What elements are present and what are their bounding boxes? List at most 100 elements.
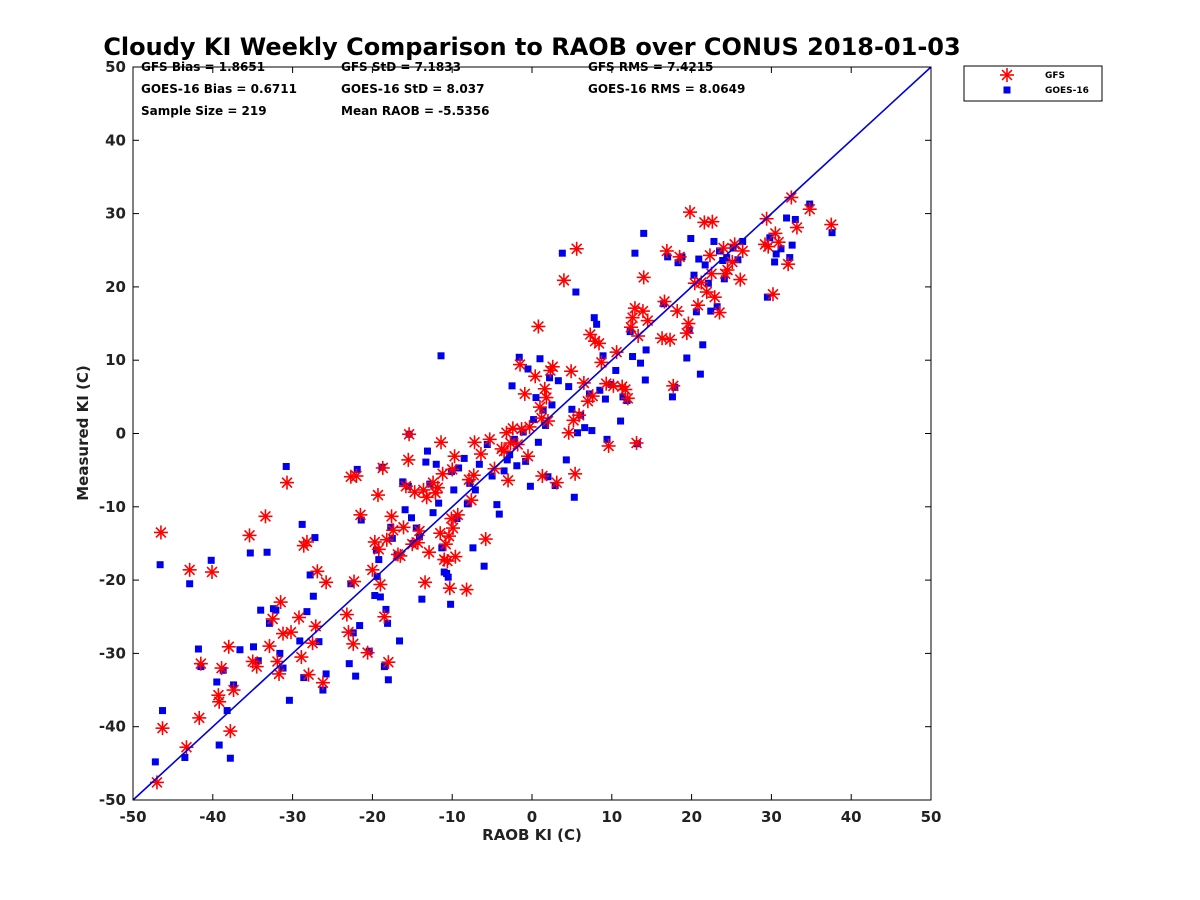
goes-16-point	[315, 638, 323, 646]
goes-16-point	[713, 303, 721, 311]
gfs-point	[221, 639, 236, 654]
gfs-point	[535, 469, 550, 484]
goes-16-point	[546, 374, 554, 382]
x-tick-label: -40	[199, 808, 226, 826]
gfs-point	[401, 452, 416, 467]
gfs-point	[505, 421, 520, 436]
goes-16-point	[593, 320, 601, 328]
goes-16-point	[554, 377, 562, 385]
scatter-points	[149, 190, 839, 790]
gfs-point	[467, 435, 482, 450]
goes-16-point	[296, 637, 304, 645]
gfs-point	[407, 485, 422, 500]
x-tick-label: 40	[841, 808, 862, 826]
gfs-point	[781, 257, 796, 272]
x-tick-label: 20	[681, 808, 702, 826]
goes-16-point	[319, 686, 327, 694]
goes-16-point	[710, 237, 718, 245]
goes-16-point	[548, 401, 556, 409]
gfs-point	[765, 287, 780, 302]
gfs-point	[182, 562, 197, 577]
gfs-point	[784, 190, 799, 205]
goes-16-point	[519, 428, 527, 436]
y-tick-label: -30	[99, 644, 126, 662]
gfs-point	[379, 532, 394, 547]
goes-16-point	[263, 548, 271, 556]
goes-16-point	[590, 314, 598, 322]
goes-16-point	[300, 674, 308, 682]
goes-16-point	[236, 646, 244, 654]
gfs-point	[291, 610, 306, 625]
gfs-point	[735, 243, 750, 258]
gfs-point	[294, 650, 309, 665]
gfs-point	[448, 549, 463, 564]
gfs-point	[242, 528, 257, 543]
goes-16-point	[530, 416, 538, 424]
gfs-point	[659, 243, 674, 258]
gfs-point	[482, 432, 497, 447]
gfs-point	[459, 582, 474, 597]
goes-16-point	[596, 386, 604, 394]
gfs-point	[473, 447, 488, 462]
gfs-point	[384, 509, 399, 524]
x-tick-label: 30	[761, 808, 782, 826]
goes-16-point	[279, 664, 287, 672]
gfs-point	[466, 468, 481, 483]
gfs-point	[556, 273, 571, 288]
gfs-point	[445, 521, 460, 536]
goes-16-point	[423, 447, 431, 455]
gfs-point	[319, 575, 334, 590]
goes-16-point	[777, 245, 785, 253]
goes-16-point	[707, 307, 715, 315]
sample-size-text: Sample Size = 219	[141, 104, 267, 118]
goes-16-point	[642, 346, 650, 354]
goes-16-point	[674, 259, 682, 267]
goes-16-point	[471, 486, 479, 494]
y-tick-label: 0	[116, 425, 126, 443]
gfs-point	[705, 214, 720, 229]
gfs-point	[301, 667, 316, 682]
goes-16-point	[696, 370, 704, 378]
gfs-point	[539, 390, 554, 405]
goes-16-point	[513, 462, 521, 470]
gfs-point	[365, 562, 380, 577]
gfs-point	[442, 581, 457, 596]
goes-16-point	[371, 591, 379, 599]
gfs-point	[663, 332, 678, 347]
goes-16-point	[532, 394, 540, 402]
statistics-block: GFS Bias = 1.8651 GFS StD = 7.1833 GFS R…	[141, 60, 745, 118]
goes-16-point	[542, 421, 550, 429]
goes-16-point	[699, 341, 707, 349]
gfs-point	[789, 220, 804, 235]
goes-16-point	[480, 562, 488, 570]
gfs-point	[572, 408, 587, 423]
y-tick-label: 50	[105, 58, 126, 76]
gfs-point	[402, 427, 417, 442]
goes-16-point	[356, 622, 364, 630]
y-tick-label: -50	[99, 791, 126, 809]
gfs-point	[349, 469, 364, 484]
gfs-point	[528, 369, 543, 384]
goes-16-point	[500, 467, 508, 475]
goes-16-point	[601, 395, 609, 403]
goes-16-point	[186, 580, 194, 588]
gfs-point	[373, 577, 388, 592]
gfs-point	[444, 511, 459, 526]
goes-16-point	[690, 271, 698, 279]
gfs-point	[398, 479, 413, 494]
gfs-point	[629, 436, 644, 451]
goes-16-point	[401, 506, 409, 514]
goes-16-point	[551, 482, 559, 490]
legend-gfs-asterisk	[1000, 68, 1014, 82]
goes-16-point	[285, 696, 293, 704]
goes-16-point	[483, 440, 491, 448]
gfs-point	[636, 270, 651, 285]
goes-16-point	[640, 229, 648, 237]
goes-16-point	[156, 561, 164, 569]
gfs-point	[360, 645, 375, 660]
goes-16-point	[617, 417, 625, 425]
gfs-point	[193, 656, 208, 671]
goes-16-point	[687, 235, 695, 243]
gfs-point	[585, 389, 600, 404]
goes-16-point	[683, 354, 691, 362]
